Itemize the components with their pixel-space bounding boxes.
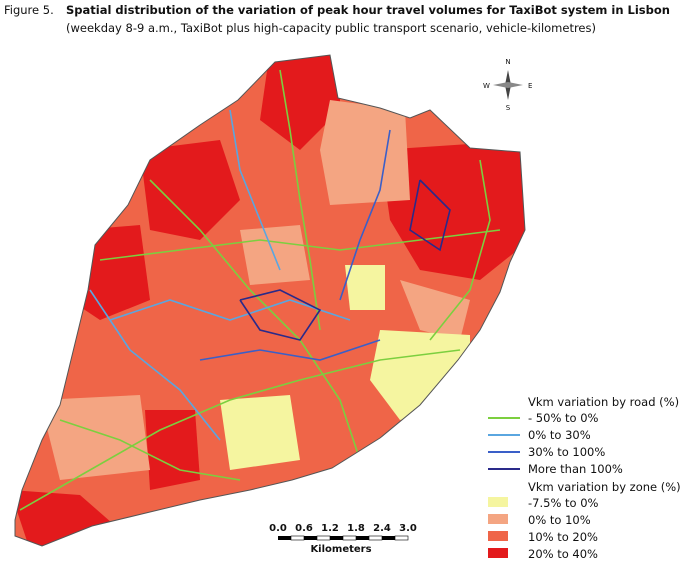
scale-segment [356, 536, 369, 540]
scale-segment [368, 535, 383, 541]
scale-segment [382, 536, 395, 540]
legend-swatch [488, 531, 508, 541]
zone [345, 265, 385, 310]
figure-label: Figure 5. [4, 3, 54, 17]
scale-segment [304, 536, 317, 540]
scale-tick-label: 1.8 [347, 523, 365, 534]
legend: Vkm variation by road (%) Vkm variation … [488, 395, 681, 561]
scale-tick-label: 0.0 [269, 523, 287, 534]
legend-label: More than 100% [528, 462, 623, 476]
figure-subtitle: (weekday 8-9 a.m., TaxiBot plus high-cap… [66, 21, 596, 35]
legend-label: 0% to 10% [528, 513, 591, 527]
zone [380, 140, 525, 280]
legend-title: Vkm variation by zone (%) [528, 480, 681, 494]
legend-label: - 50% to 0% [528, 411, 599, 425]
scale-segment [278, 536, 291, 540]
zone [320, 100, 410, 205]
scale-segment [394, 535, 409, 541]
legend-label: 10% to 20% [528, 530, 598, 544]
legend-swatch [488, 514, 508, 524]
city-boundary [14, 54, 526, 547]
zone [145, 410, 200, 490]
compass-e: E [528, 82, 532, 90]
legend-swatch [488, 548, 508, 558]
scale-unit: Kilometers [310, 544, 371, 555]
zone [260, 55, 340, 150]
legend-swatch [488, 497, 508, 507]
scale-tick-label: 3.0 [399, 523, 417, 534]
zone [220, 395, 300, 470]
compass-n: N [505, 58, 510, 66]
scale-segment [342, 535, 357, 541]
zone [240, 225, 310, 285]
compass: N E S W [483, 58, 532, 112]
scale-tick-label: 1.2 [321, 523, 339, 534]
scale-bar: Kilometers 0.0 0.6 1.2 1.8 2.4 3.0 [269, 523, 417, 555]
legend-label: -7.5% to 0% [528, 496, 599, 510]
scale-tick-label: 2.4 [373, 523, 391, 534]
scale-tick-label: 0.6 [295, 523, 313, 534]
zone [400, 280, 470, 340]
roads [19, 69, 501, 511]
legend-label: 20% to 40% [528, 547, 598, 561]
scale-segment [290, 535, 305, 541]
zone [40, 395, 150, 480]
legend-label: 30% to 100% [528, 445, 605, 459]
figure-title: Spatial distribution of the variation of… [66, 3, 670, 17]
compass-w: W [483, 82, 490, 90]
map [15, 55, 525, 546]
compass-s: S [506, 104, 511, 112]
scale-segment [316, 535, 331, 541]
legend-label: 0% to 30% [528, 428, 591, 442]
legend-title: Vkm variation by road (%) [528, 395, 679, 409]
zone [140, 140, 240, 240]
scale-segment [330, 536, 343, 540]
